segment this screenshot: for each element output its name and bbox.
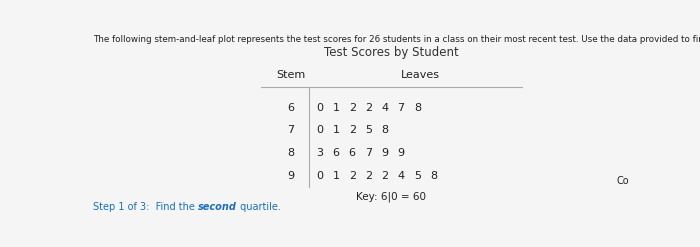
Text: Stem: Stem xyxy=(276,70,306,80)
Text: 4: 4 xyxy=(382,103,388,113)
Text: 8: 8 xyxy=(414,103,421,113)
Text: 0: 0 xyxy=(316,125,323,135)
Text: Test Scores by Student: Test Scores by Student xyxy=(324,46,458,59)
Text: 9: 9 xyxy=(398,148,405,158)
Text: 2: 2 xyxy=(365,171,372,181)
Text: 4: 4 xyxy=(398,171,405,181)
Text: 0: 0 xyxy=(316,103,323,113)
Text: 6: 6 xyxy=(288,103,295,113)
Text: 9: 9 xyxy=(288,171,295,181)
Text: 7: 7 xyxy=(398,103,405,113)
Text: second: second xyxy=(198,202,237,212)
Text: 8: 8 xyxy=(430,171,438,181)
Text: 1: 1 xyxy=(332,125,340,135)
Text: 3: 3 xyxy=(316,148,323,158)
Text: 2: 2 xyxy=(382,171,388,181)
Text: Key: 6|0 = 60: Key: 6|0 = 60 xyxy=(356,192,426,202)
Text: The following stem-and-leaf plot represents the test scores for 26 students in a: The following stem-and-leaf plot represe… xyxy=(93,35,700,44)
Text: 7: 7 xyxy=(365,148,372,158)
Text: 9: 9 xyxy=(382,148,388,158)
Text: Step 1 of 3:  Find the: Step 1 of 3: Find the xyxy=(93,202,198,212)
Text: 5: 5 xyxy=(414,171,421,181)
Text: quartile.: quartile. xyxy=(237,202,281,212)
Text: 2: 2 xyxy=(365,103,372,113)
Text: 8: 8 xyxy=(382,125,388,135)
Text: 6: 6 xyxy=(332,148,340,158)
Text: Leaves: Leaves xyxy=(401,70,440,80)
Text: 8: 8 xyxy=(288,148,295,158)
Text: 1: 1 xyxy=(332,171,340,181)
Text: 1: 1 xyxy=(332,103,340,113)
Text: 2: 2 xyxy=(349,125,356,135)
Text: Co: Co xyxy=(616,176,629,185)
Text: 6: 6 xyxy=(349,148,356,158)
Text: 5: 5 xyxy=(365,125,372,135)
Text: 7: 7 xyxy=(288,125,295,135)
Text: 2: 2 xyxy=(349,103,356,113)
Text: 0: 0 xyxy=(316,171,323,181)
Text: 2: 2 xyxy=(349,171,356,181)
